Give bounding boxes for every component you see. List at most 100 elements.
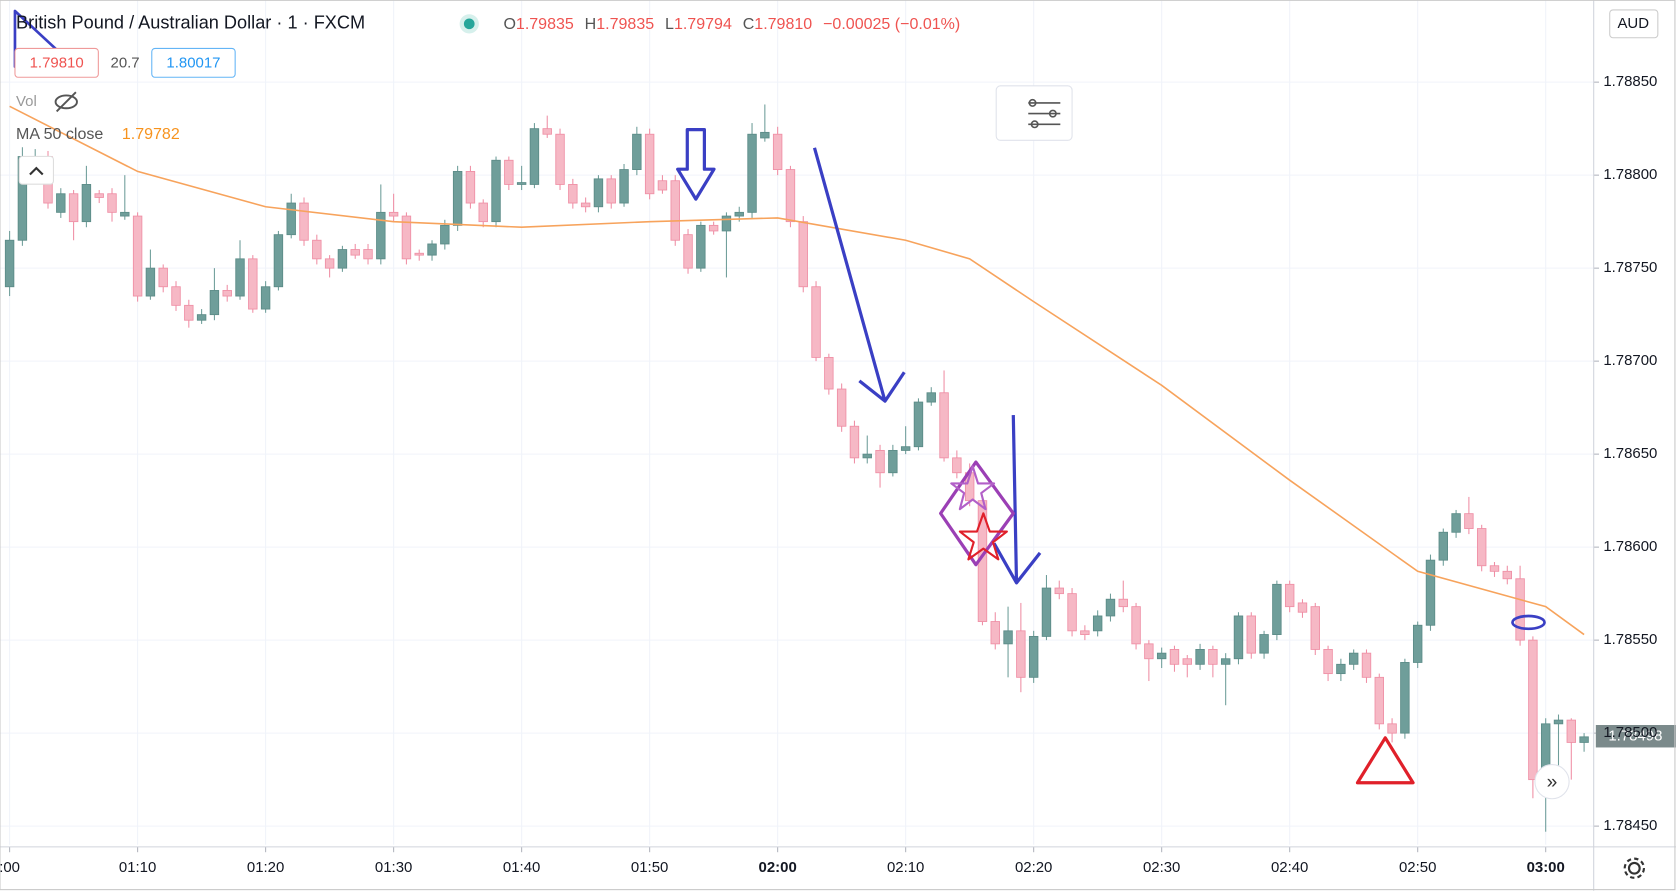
x-tick-label: 02:00 [759,859,797,876]
candle-body [555,133,565,185]
candle-body [1323,649,1333,675]
candle-body [1092,615,1103,632]
candle-body [1131,606,1141,645]
candle-body [734,211,744,217]
candle-body [260,286,271,310]
candle-body [1016,630,1026,678]
candle-body [1284,583,1295,608]
candle-body [1451,513,1461,533]
scroll-button[interactable] [1534,764,1570,800]
candle-body [401,215,412,260]
candle-body [1515,578,1525,641]
last-price: 1.78498 [1608,728,1662,745]
candle-body [580,202,591,208]
candle-body [1144,643,1154,660]
symbol-title[interactable]: British Pound / Australian Dollar · 1 · … [16,13,365,33]
arrow-drawing [992,415,1042,585]
candle-body [491,159,501,223]
candle-body [145,267,156,297]
collapse-button[interactable] [18,155,54,185]
candle-body [1425,559,1436,626]
candle-body [785,169,796,223]
candle-body [363,249,373,260]
y-tick-label: 1.78850 [1603,73,1657,90]
candle-body [376,211,386,260]
candle-body [1156,652,1167,660]
candle-body [94,193,104,198]
candle-body [1246,615,1256,654]
candle-body [939,392,949,459]
ma-line [9,105,1585,636]
candle-body [849,425,860,459]
candle-body [644,133,655,195]
candle-body [1400,662,1410,734]
candle-body [1003,630,1013,645]
candle-body [1336,663,1346,675]
candle-body [1489,565,1500,572]
legend-change: −0.00025 (−0.01%) [823,15,960,33]
candle-body [388,211,399,217]
currency-label[interactable]: AUD [1617,15,1649,32]
candle-body [1476,528,1487,567]
candle-body [760,131,770,139]
candle-body [299,202,309,241]
diamond-drawing [939,460,1015,567]
y-tick-label: 1.78750 [1603,259,1657,276]
x-tick-label: 01:20 [247,859,284,876]
candle-body [1528,639,1538,781]
candle-body [312,239,322,260]
y-tick-label: 1.78650 [1603,445,1657,462]
candle-body [862,453,872,459]
candle-body [708,224,719,232]
chevron-icon [29,166,44,176]
x-tick-label: 02:20 [1015,859,1052,876]
settings-gear[interactable] [1623,857,1646,879]
x-tick-label: 03:00 [1527,859,1565,876]
candle-body [209,290,220,316]
candle-body [132,215,143,297]
x-tick-label: :00 [0,859,20,876]
buy-button[interactable] [151,47,236,78]
x-tick-label: 02:40 [1271,859,1308,876]
y-tick-label: 1.78700 [1603,352,1657,369]
arrow-drawing [812,147,906,403]
legend-value: 1.79794 [674,15,732,33]
sell-button[interactable] [14,47,99,78]
buy-price[interactable]: 1.80017 [166,54,220,71]
settings-lines-icon [1028,98,1061,129]
sell-price[interactable]: 1.79810 [30,54,84,71]
candle-body [798,221,808,288]
candle-body [606,178,616,204]
candle-body [542,128,552,135]
candle-body [593,178,604,208]
candle-body [1220,658,1231,665]
x-tick-label: 01:40 [503,859,540,876]
candle-body [1233,615,1244,660]
y-tick-label: 1.78500 [1603,724,1657,741]
candle-body [337,249,348,269]
candle-body [952,457,962,474]
y-tick-label: 1.78550 [1603,631,1657,648]
hide-icon[interactable] [54,91,78,113]
spread: 20.7 [111,54,140,71]
candle-body [248,258,258,310]
candle-body [68,193,79,223]
candle-body [1169,649,1180,665]
candle-body [1566,719,1576,743]
x-tick-label: 02:30 [1143,859,1180,876]
candle-body [4,239,15,288]
currency-button[interactable] [1609,9,1659,39]
candle-body [427,243,437,256]
legend-value: 1.79810 [754,15,812,33]
candle-body [1118,598,1128,608]
ma-label: MA 50 close [16,125,103,143]
legend-key: H [585,15,597,33]
candle-body [184,304,194,321]
candle-body [1195,649,1205,665]
candle-body [772,133,783,170]
candle-body [619,169,629,204]
candle-body [747,133,757,213]
y-tick-label: 1.78800 [1603,166,1657,183]
